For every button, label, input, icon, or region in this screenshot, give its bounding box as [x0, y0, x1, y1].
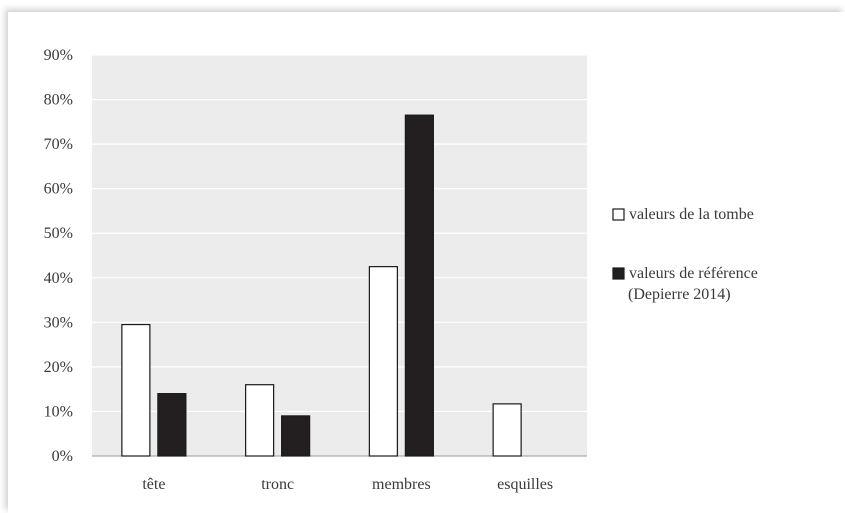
legend-swatch-reference	[612, 267, 625, 280]
bar-reference-2	[404, 114, 434, 457]
x-axis-tick-labels: tête tronc membres esquilles	[142, 476, 553, 493]
y-tick-label: 40%	[44, 270, 73, 287]
x-tick-label: membres	[372, 476, 431, 493]
y-tick-label: 50%	[44, 225, 73, 242]
legend-swatch-tombe	[612, 208, 625, 221]
gridlines	[92, 54, 587, 457]
y-tick-label: 10%	[44, 403, 73, 420]
bar-tombe-3	[492, 403, 522, 457]
legend-label: (Depierre 2014)	[628, 286, 731, 303]
bar-tombe-2	[368, 266, 398, 457]
y-tick-label: 90%	[44, 47, 73, 64]
y-tick-label: 0%	[52, 448, 73, 465]
plot-area	[92, 55, 587, 456]
y-tick-label: 60%	[44, 181, 73, 198]
y-tick-label: 20%	[44, 359, 73, 376]
y-tick-label: 80%	[44, 92, 73, 109]
x-tick-label: esquilles	[497, 476, 553, 493]
y-tick-label: 30%	[44, 314, 73, 331]
x-tick-label: tête	[142, 476, 165, 493]
legend-label: valeurs de la tombe	[629, 206, 754, 223]
bar-reference-0	[157, 393, 187, 457]
x-tick-label: tronc	[261, 476, 294, 493]
bars	[121, 114, 522, 457]
bar-tombe-0	[121, 323, 151, 457]
legend: valeurs de la tombe valeurs de référence (…	[612, 206, 758, 303]
y-tick-label: 70%	[44, 136, 73, 153]
bar-tombe-1	[245, 384, 275, 457]
y-axis-tick-labels: 0% 10% 20% 30% 40% 50% 60% 70% 80% 90%	[44, 47, 73, 465]
legend-label: valeurs de référence	[629, 265, 758, 282]
bar-reference-1	[281, 415, 311, 457]
